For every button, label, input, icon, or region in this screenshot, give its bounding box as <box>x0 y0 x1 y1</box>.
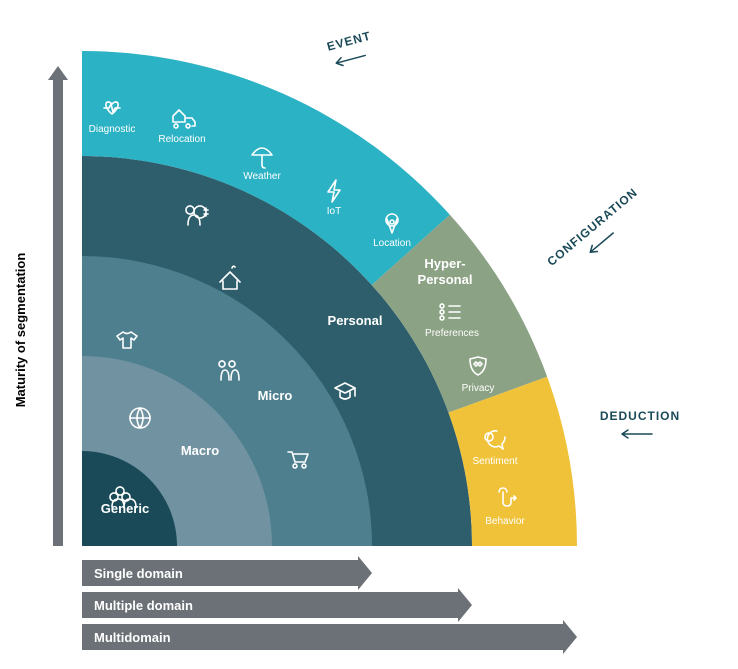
domain-bar-label-1: Multiple domain <box>94 598 193 613</box>
ring-label-macro: Macro <box>181 443 219 458</box>
relocation-label: Relocation <box>158 134 205 145</box>
svg-text:DEDUCTION: DEDUCTION <box>600 409 680 423</box>
privacy-label: Privacy <box>462 383 495 394</box>
domain-bar-label-0: Single domain <box>94 566 183 581</box>
domain-bar-label-2: Multidomain <box>94 630 171 645</box>
preferences-label: Preferences <box>425 328 479 339</box>
ring-label-micro: Micro <box>258 388 293 403</box>
segment-header-configuration: CONFIGURATION <box>544 185 650 280</box>
behavior-label: Behavior <box>485 516 525 527</box>
svg-text:Personal: Personal <box>418 272 473 287</box>
ring-label-personal: Personal <box>328 313 383 328</box>
location-label: Location <box>373 238 411 249</box>
y-axis-label: Maturity of segmentation <box>13 253 28 408</box>
svg-text:CONFIGURATION: CONFIGURATION <box>544 185 640 269</box>
iot-label: IoT <box>327 206 341 217</box>
segment-header-deduction: DEDUCTION <box>600 409 680 438</box>
hyper-personal-label: Hyper-Personal <box>418 256 473 287</box>
svg-text:Hyper-: Hyper- <box>424 256 465 271</box>
diagram-svg: GenericMacroMicroPersonalHyper-PersonalD… <box>0 0 738 669</box>
y-axis-arrow <box>48 66 68 546</box>
weather-label: Weather <box>243 171 281 182</box>
svg-text:EVENT: EVENT <box>325 29 372 54</box>
sentiment-label: Sentiment <box>472 456 517 467</box>
segmentation-quadrant-diagram: { "type": "radial-quadrant-infographic",… <box>0 0 738 669</box>
diagnostic-label: Diagnostic <box>89 124 136 135</box>
segment-header-event: EVENT <box>325 29 376 69</box>
